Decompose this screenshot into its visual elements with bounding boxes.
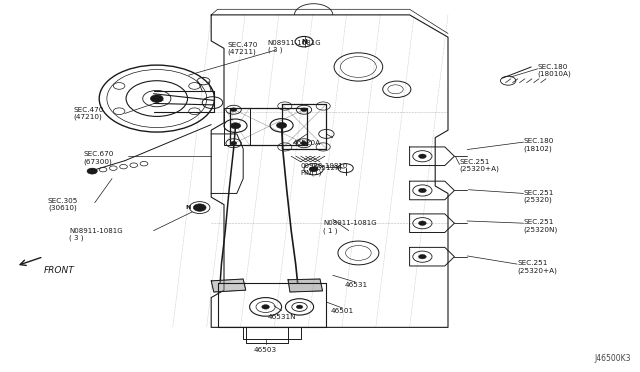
Circle shape	[230, 108, 237, 112]
Text: SEC.470
(47211): SEC.470 (47211)	[227, 42, 257, 55]
Text: 46503: 46503	[254, 347, 277, 353]
Text: 46531N: 46531N	[268, 314, 296, 320]
Circle shape	[230, 123, 241, 129]
Text: 46501: 46501	[331, 308, 354, 314]
Text: SEC.305
(30610): SEC.305 (30610)	[48, 198, 78, 211]
Text: FRONT: FRONT	[44, 266, 74, 275]
Circle shape	[262, 305, 269, 309]
Circle shape	[193, 204, 206, 211]
Circle shape	[301, 141, 307, 145]
Text: N08911-1081G
( 1 ): N08911-1081G ( 1 )	[323, 220, 377, 234]
Circle shape	[309, 167, 318, 172]
Circle shape	[301, 108, 307, 112]
Text: SEC.470
(47210): SEC.470 (47210)	[74, 107, 104, 120]
Circle shape	[296, 305, 303, 309]
Polygon shape	[288, 279, 323, 292]
Text: 46520A: 46520A	[293, 140, 321, 146]
Circle shape	[419, 221, 426, 225]
Circle shape	[419, 254, 426, 259]
Text: N: N	[186, 205, 191, 210]
Circle shape	[276, 122, 287, 128]
Text: N08911-1081G
( 3 ): N08911-1081G ( 3 )	[268, 40, 321, 53]
Circle shape	[419, 188, 426, 193]
Text: SEC.251
(25320+A): SEC.251 (25320+A)	[517, 260, 557, 274]
Circle shape	[150, 95, 163, 102]
Text: SEC.251
(25320N): SEC.251 (25320N)	[524, 219, 558, 233]
Circle shape	[230, 141, 237, 145]
Text: 00923-10810
PIN(1): 00923-10810 PIN(1)	[301, 163, 348, 176]
Text: J46500K3: J46500K3	[594, 354, 630, 363]
Text: N: N	[301, 39, 307, 45]
Text: SEC.251
(25320+A): SEC.251 (25320+A)	[460, 159, 499, 172]
Circle shape	[419, 154, 426, 158]
Text: SEC.251
(25320): SEC.251 (25320)	[524, 190, 554, 203]
Text: SEC.180
(18102): SEC.180 (18102)	[524, 138, 554, 152]
Text: N08911-1081G
( 3 ): N08911-1081G ( 3 )	[69, 228, 123, 241]
Text: SEC.180
(18010A): SEC.180 (18010A)	[538, 64, 572, 77]
Text: 46512M: 46512M	[312, 165, 342, 171]
Circle shape	[87, 168, 97, 174]
Text: 46531: 46531	[344, 282, 367, 288]
Text: SEC.670
(67300): SEC.670 (67300)	[83, 151, 113, 165]
Polygon shape	[211, 279, 246, 292]
